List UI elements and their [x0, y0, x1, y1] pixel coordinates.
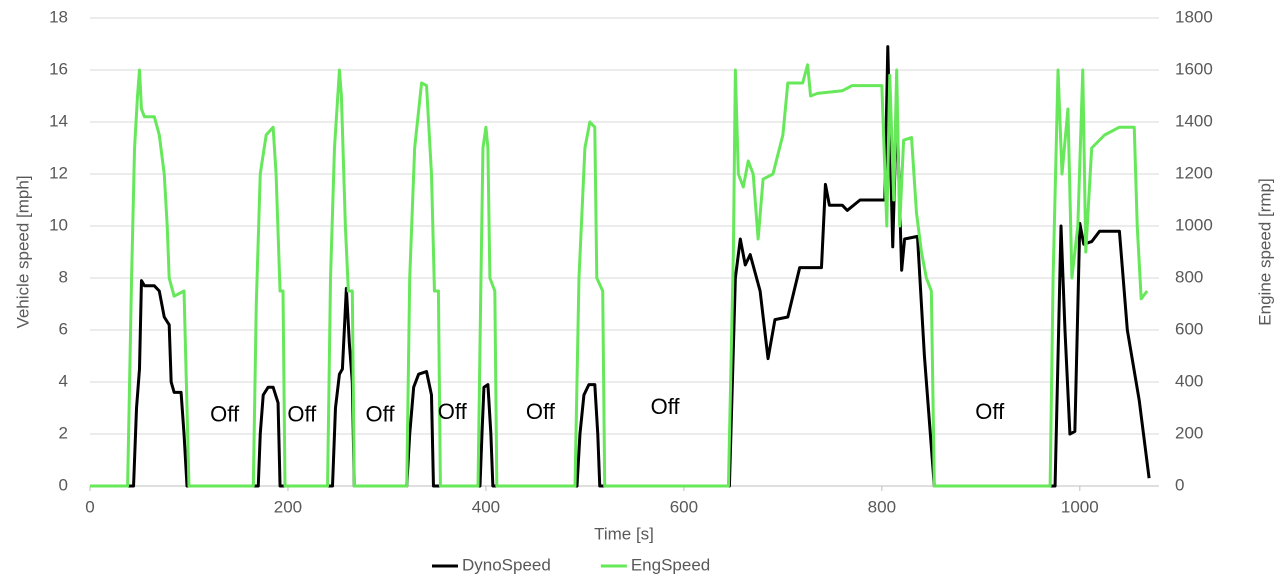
y-tick-label: 8: [59, 267, 68, 286]
x-tick-label: 0: [85, 497, 94, 516]
y2-tick-label: 200: [1175, 423, 1203, 442]
x-tick-label: 1000: [1061, 497, 1099, 516]
x-tick-label: 200: [274, 497, 302, 516]
x-axis-label: Time [s]: [594, 524, 654, 543]
annotation: Off: [210, 402, 240, 427]
annotation: Off: [651, 394, 681, 419]
y2-tick-label: 1600: [1175, 59, 1213, 78]
annotation: Off: [287, 402, 317, 427]
y2-tick-label: 400: [1175, 371, 1203, 390]
y2-tick-label: 600: [1175, 319, 1203, 338]
annotation: Off: [526, 399, 556, 424]
y-tick-label: 0: [59, 475, 68, 494]
series-line: [90, 45, 1151, 488]
y2-tick-label: 0: [1175, 475, 1184, 494]
y-tick-label: 4: [59, 371, 68, 390]
legend-label: DynoSpeed: [462, 555, 551, 574]
y-tick-label: 10: [49, 215, 68, 234]
y-tick-label: 16: [49, 59, 68, 78]
y2-tick-label: 1800: [1175, 7, 1213, 26]
y-tick-label: 6: [59, 319, 68, 338]
y-tick-label: 18: [49, 7, 68, 26]
annotation: Off: [975, 399, 1005, 424]
series-line: [90, 63, 1149, 488]
legend-label: EngSpeed: [631, 555, 710, 574]
y2-tick-label: 1000: [1175, 215, 1213, 234]
y-tick-label: 2: [59, 423, 68, 442]
x-tick-label: 400: [472, 497, 500, 516]
y2-axis-label: Engine speed [rmp]: [1255, 178, 1274, 325]
y-tick-label: 12: [49, 163, 68, 182]
y-tick-label: 14: [49, 111, 68, 130]
y2-tick-label: 1200: [1175, 163, 1213, 182]
x-tick-label: 600: [670, 497, 698, 516]
y2-tick-label: 1400: [1175, 111, 1213, 130]
annotation: Off: [438, 399, 468, 424]
y2-tick-label: 800: [1175, 267, 1203, 286]
x-tick-label: 800: [868, 497, 896, 516]
annotation: Off: [366, 402, 396, 427]
y-axis-label: Vehicle speed [mph]: [13, 175, 32, 328]
